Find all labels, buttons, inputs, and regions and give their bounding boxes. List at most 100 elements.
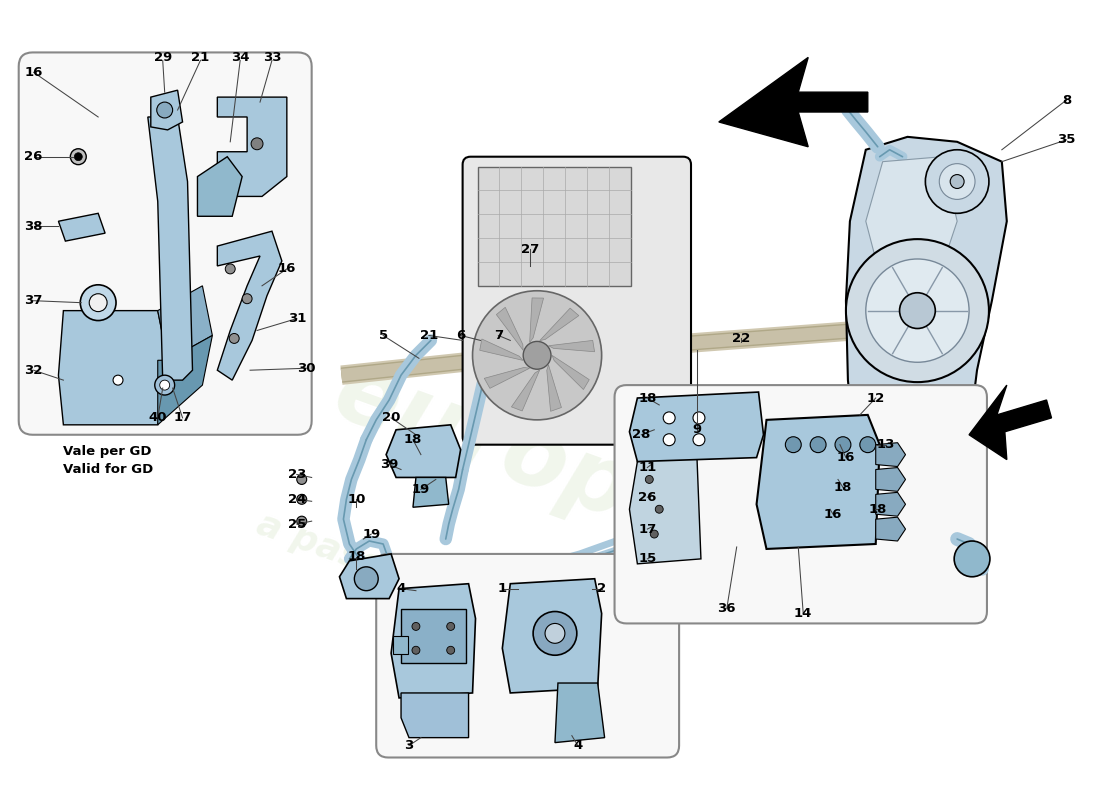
- Polygon shape: [540, 308, 579, 341]
- Polygon shape: [529, 298, 543, 342]
- Text: 18: 18: [869, 502, 887, 516]
- Text: 18: 18: [404, 434, 422, 446]
- Polygon shape: [866, 157, 957, 286]
- Circle shape: [242, 294, 252, 304]
- Polygon shape: [412, 478, 449, 507]
- Circle shape: [650, 530, 658, 538]
- Text: 14: 14: [794, 607, 813, 620]
- Circle shape: [835, 437, 851, 453]
- Circle shape: [160, 380, 169, 390]
- Text: 35: 35: [1057, 134, 1076, 146]
- Text: 26: 26: [638, 491, 657, 504]
- Text: 18: 18: [638, 391, 657, 405]
- FancyBboxPatch shape: [463, 157, 691, 445]
- Polygon shape: [386, 425, 461, 478]
- Text: 13: 13: [877, 438, 894, 451]
- Circle shape: [846, 239, 989, 382]
- Text: 7: 7: [494, 329, 503, 342]
- Text: 17: 17: [174, 411, 191, 424]
- Circle shape: [297, 494, 307, 504]
- Text: 27: 27: [521, 242, 539, 255]
- Text: 12: 12: [867, 391, 884, 405]
- Text: 15: 15: [638, 552, 657, 566]
- Text: 3: 3: [405, 739, 414, 752]
- Polygon shape: [218, 97, 287, 197]
- Text: 18: 18: [348, 550, 365, 563]
- Circle shape: [646, 475, 653, 483]
- Text: 16: 16: [24, 66, 43, 78]
- Circle shape: [473, 290, 602, 420]
- Circle shape: [354, 567, 378, 590]
- Circle shape: [75, 153, 82, 161]
- Polygon shape: [512, 370, 540, 411]
- Circle shape: [297, 516, 307, 526]
- Text: 38: 38: [24, 220, 43, 233]
- Circle shape: [155, 375, 175, 395]
- Text: 16: 16: [837, 451, 855, 464]
- Circle shape: [251, 138, 263, 150]
- Polygon shape: [629, 458, 701, 564]
- Circle shape: [900, 293, 935, 329]
- Text: 10: 10: [348, 493, 365, 506]
- Circle shape: [663, 412, 675, 424]
- Text: 18: 18: [834, 481, 852, 494]
- Text: 25: 25: [287, 518, 306, 530]
- Text: 4: 4: [573, 739, 582, 752]
- Circle shape: [113, 375, 123, 385]
- Text: 24: 24: [287, 493, 306, 506]
- Bar: [402, 609, 465, 663]
- Text: 29: 29: [154, 51, 172, 64]
- Text: 9: 9: [692, 423, 702, 436]
- Text: 28: 28: [632, 428, 650, 442]
- Polygon shape: [718, 58, 868, 146]
- Bar: [477, 166, 631, 286]
- Text: a passion for parts: a passion for parts: [252, 507, 625, 670]
- Circle shape: [693, 434, 705, 446]
- Text: 26: 26: [24, 150, 43, 163]
- Polygon shape: [198, 157, 242, 216]
- Circle shape: [954, 541, 990, 577]
- Polygon shape: [556, 683, 605, 742]
- Circle shape: [412, 622, 420, 630]
- Circle shape: [412, 646, 420, 654]
- Polygon shape: [846, 137, 1006, 544]
- Polygon shape: [552, 355, 590, 390]
- Circle shape: [939, 164, 975, 199]
- Polygon shape: [496, 307, 524, 350]
- Circle shape: [297, 474, 307, 485]
- Circle shape: [693, 412, 705, 424]
- Polygon shape: [876, 442, 905, 466]
- Text: 19: 19: [362, 527, 381, 541]
- Polygon shape: [547, 365, 561, 411]
- Text: 20: 20: [382, 411, 400, 424]
- Polygon shape: [157, 286, 212, 360]
- Circle shape: [534, 611, 576, 655]
- Circle shape: [950, 174, 964, 189]
- Text: 16: 16: [277, 262, 296, 275]
- Text: europarts: europarts: [321, 347, 844, 612]
- Polygon shape: [157, 335, 212, 425]
- Circle shape: [80, 285, 116, 321]
- Text: 21: 21: [420, 329, 438, 342]
- Circle shape: [656, 506, 663, 514]
- Polygon shape: [147, 117, 192, 380]
- Circle shape: [89, 294, 107, 312]
- Circle shape: [157, 102, 173, 118]
- Circle shape: [70, 149, 86, 165]
- Polygon shape: [503, 578, 602, 693]
- FancyBboxPatch shape: [376, 554, 679, 758]
- Text: 34: 34: [231, 51, 250, 64]
- Text: 37: 37: [24, 294, 43, 307]
- Text: 6: 6: [456, 329, 465, 342]
- Polygon shape: [484, 367, 529, 388]
- Polygon shape: [218, 231, 282, 380]
- Circle shape: [860, 437, 876, 453]
- Text: 2: 2: [597, 582, 606, 595]
- Circle shape: [524, 342, 551, 370]
- Text: 30: 30: [297, 362, 316, 374]
- Polygon shape: [876, 517, 905, 541]
- Polygon shape: [58, 214, 106, 241]
- Text: 16: 16: [824, 508, 843, 521]
- Text: 36: 36: [717, 602, 736, 615]
- Text: 17: 17: [638, 522, 657, 535]
